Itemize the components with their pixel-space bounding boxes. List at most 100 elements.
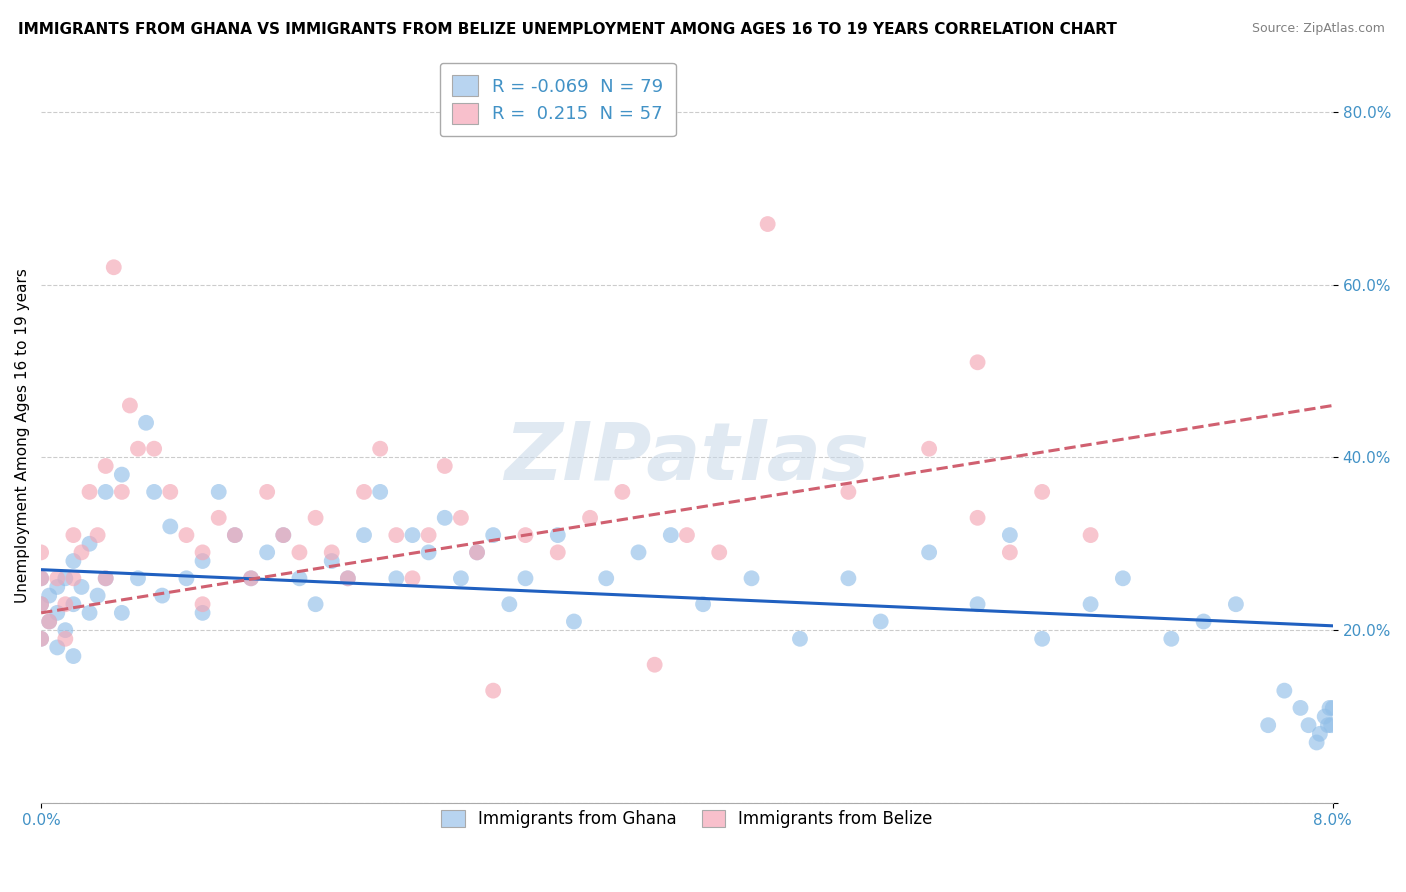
Point [1192, 615, 1215, 629]
Point [998, 528, 1021, 542]
Point [709, 545, 731, 559]
Point [94, 571, 117, 585]
Point [465, 545, 488, 559]
Point [368, 442, 391, 456]
Point [498, 597, 520, 611]
Point [547, 528, 569, 542]
Point [1309, 727, 1331, 741]
Point [46, 580, 69, 594]
Point [1031, 632, 1053, 646]
Point [741, 571, 763, 585]
Point [1160, 632, 1182, 646]
Point [62, 649, 84, 664]
Point [418, 528, 440, 542]
Point [240, 571, 263, 585]
Point [336, 571, 359, 585]
Point [53, 597, 76, 611]
Point [143, 484, 166, 499]
Point [1080, 597, 1102, 611]
Point [135, 416, 157, 430]
Point [53, 623, 76, 637]
Point [30, 571, 52, 585]
Point [191, 545, 214, 559]
Point [256, 545, 278, 559]
Point [465, 545, 488, 559]
Point [353, 528, 375, 542]
Point [1080, 528, 1102, 542]
Y-axis label: Unemployment Among Ages 16 to 19 years: Unemployment Among Ages 16 to 19 years [15, 268, 30, 603]
Point [38, 615, 60, 629]
Point [385, 571, 408, 585]
Point [127, 442, 149, 456]
Point [150, 589, 173, 603]
Point [111, 606, 134, 620]
Point [998, 545, 1021, 559]
Point [1320, 718, 1343, 732]
Point [450, 511, 472, 525]
Point [62, 571, 84, 585]
Point [240, 571, 263, 585]
Point [304, 597, 326, 611]
Point [62, 528, 84, 542]
Point [1313, 709, 1336, 723]
Point [38, 615, 60, 629]
Point [401, 528, 423, 542]
Point [30, 632, 52, 646]
Point [224, 528, 246, 542]
Point [547, 545, 569, 559]
Point [433, 458, 456, 473]
Point [418, 545, 440, 559]
Point [30, 571, 52, 585]
Point [143, 442, 166, 456]
Point [644, 657, 666, 672]
Point [789, 632, 811, 646]
Text: Source: ZipAtlas.com: Source: ZipAtlas.com [1251, 22, 1385, 36]
Point [127, 571, 149, 585]
Point [79, 484, 101, 499]
Point [918, 545, 941, 559]
Point [1272, 683, 1295, 698]
Point [79, 537, 101, 551]
Point [433, 511, 456, 525]
Point [224, 528, 246, 542]
Point [676, 528, 699, 542]
Point [53, 632, 76, 646]
Point [1322, 701, 1344, 715]
Point [62, 554, 84, 568]
Point [1289, 701, 1312, 715]
Point [208, 484, 231, 499]
Point [1319, 701, 1341, 715]
Point [111, 467, 134, 482]
Point [159, 519, 181, 533]
Point [837, 571, 859, 585]
Point [30, 597, 52, 611]
Point [692, 597, 714, 611]
Point [401, 571, 423, 585]
Point [191, 597, 214, 611]
Point [918, 442, 941, 456]
Point [450, 571, 472, 585]
Point [208, 511, 231, 525]
Point [176, 528, 198, 542]
Point [70, 545, 93, 559]
Point [191, 554, 214, 568]
Point [288, 571, 311, 585]
Point [304, 511, 326, 525]
Point [38, 589, 60, 603]
Point [30, 597, 52, 611]
Point [30, 545, 52, 559]
Point [627, 545, 650, 559]
Point [1316, 718, 1339, 732]
Point [191, 606, 214, 620]
Point [1298, 718, 1320, 732]
Point [1225, 597, 1247, 611]
Point [256, 484, 278, 499]
Point [385, 528, 408, 542]
Point [869, 615, 891, 629]
Point [482, 528, 505, 542]
Point [321, 545, 343, 559]
Point [368, 484, 391, 499]
Point [176, 571, 198, 585]
Point [46, 571, 69, 585]
Point [1112, 571, 1135, 585]
